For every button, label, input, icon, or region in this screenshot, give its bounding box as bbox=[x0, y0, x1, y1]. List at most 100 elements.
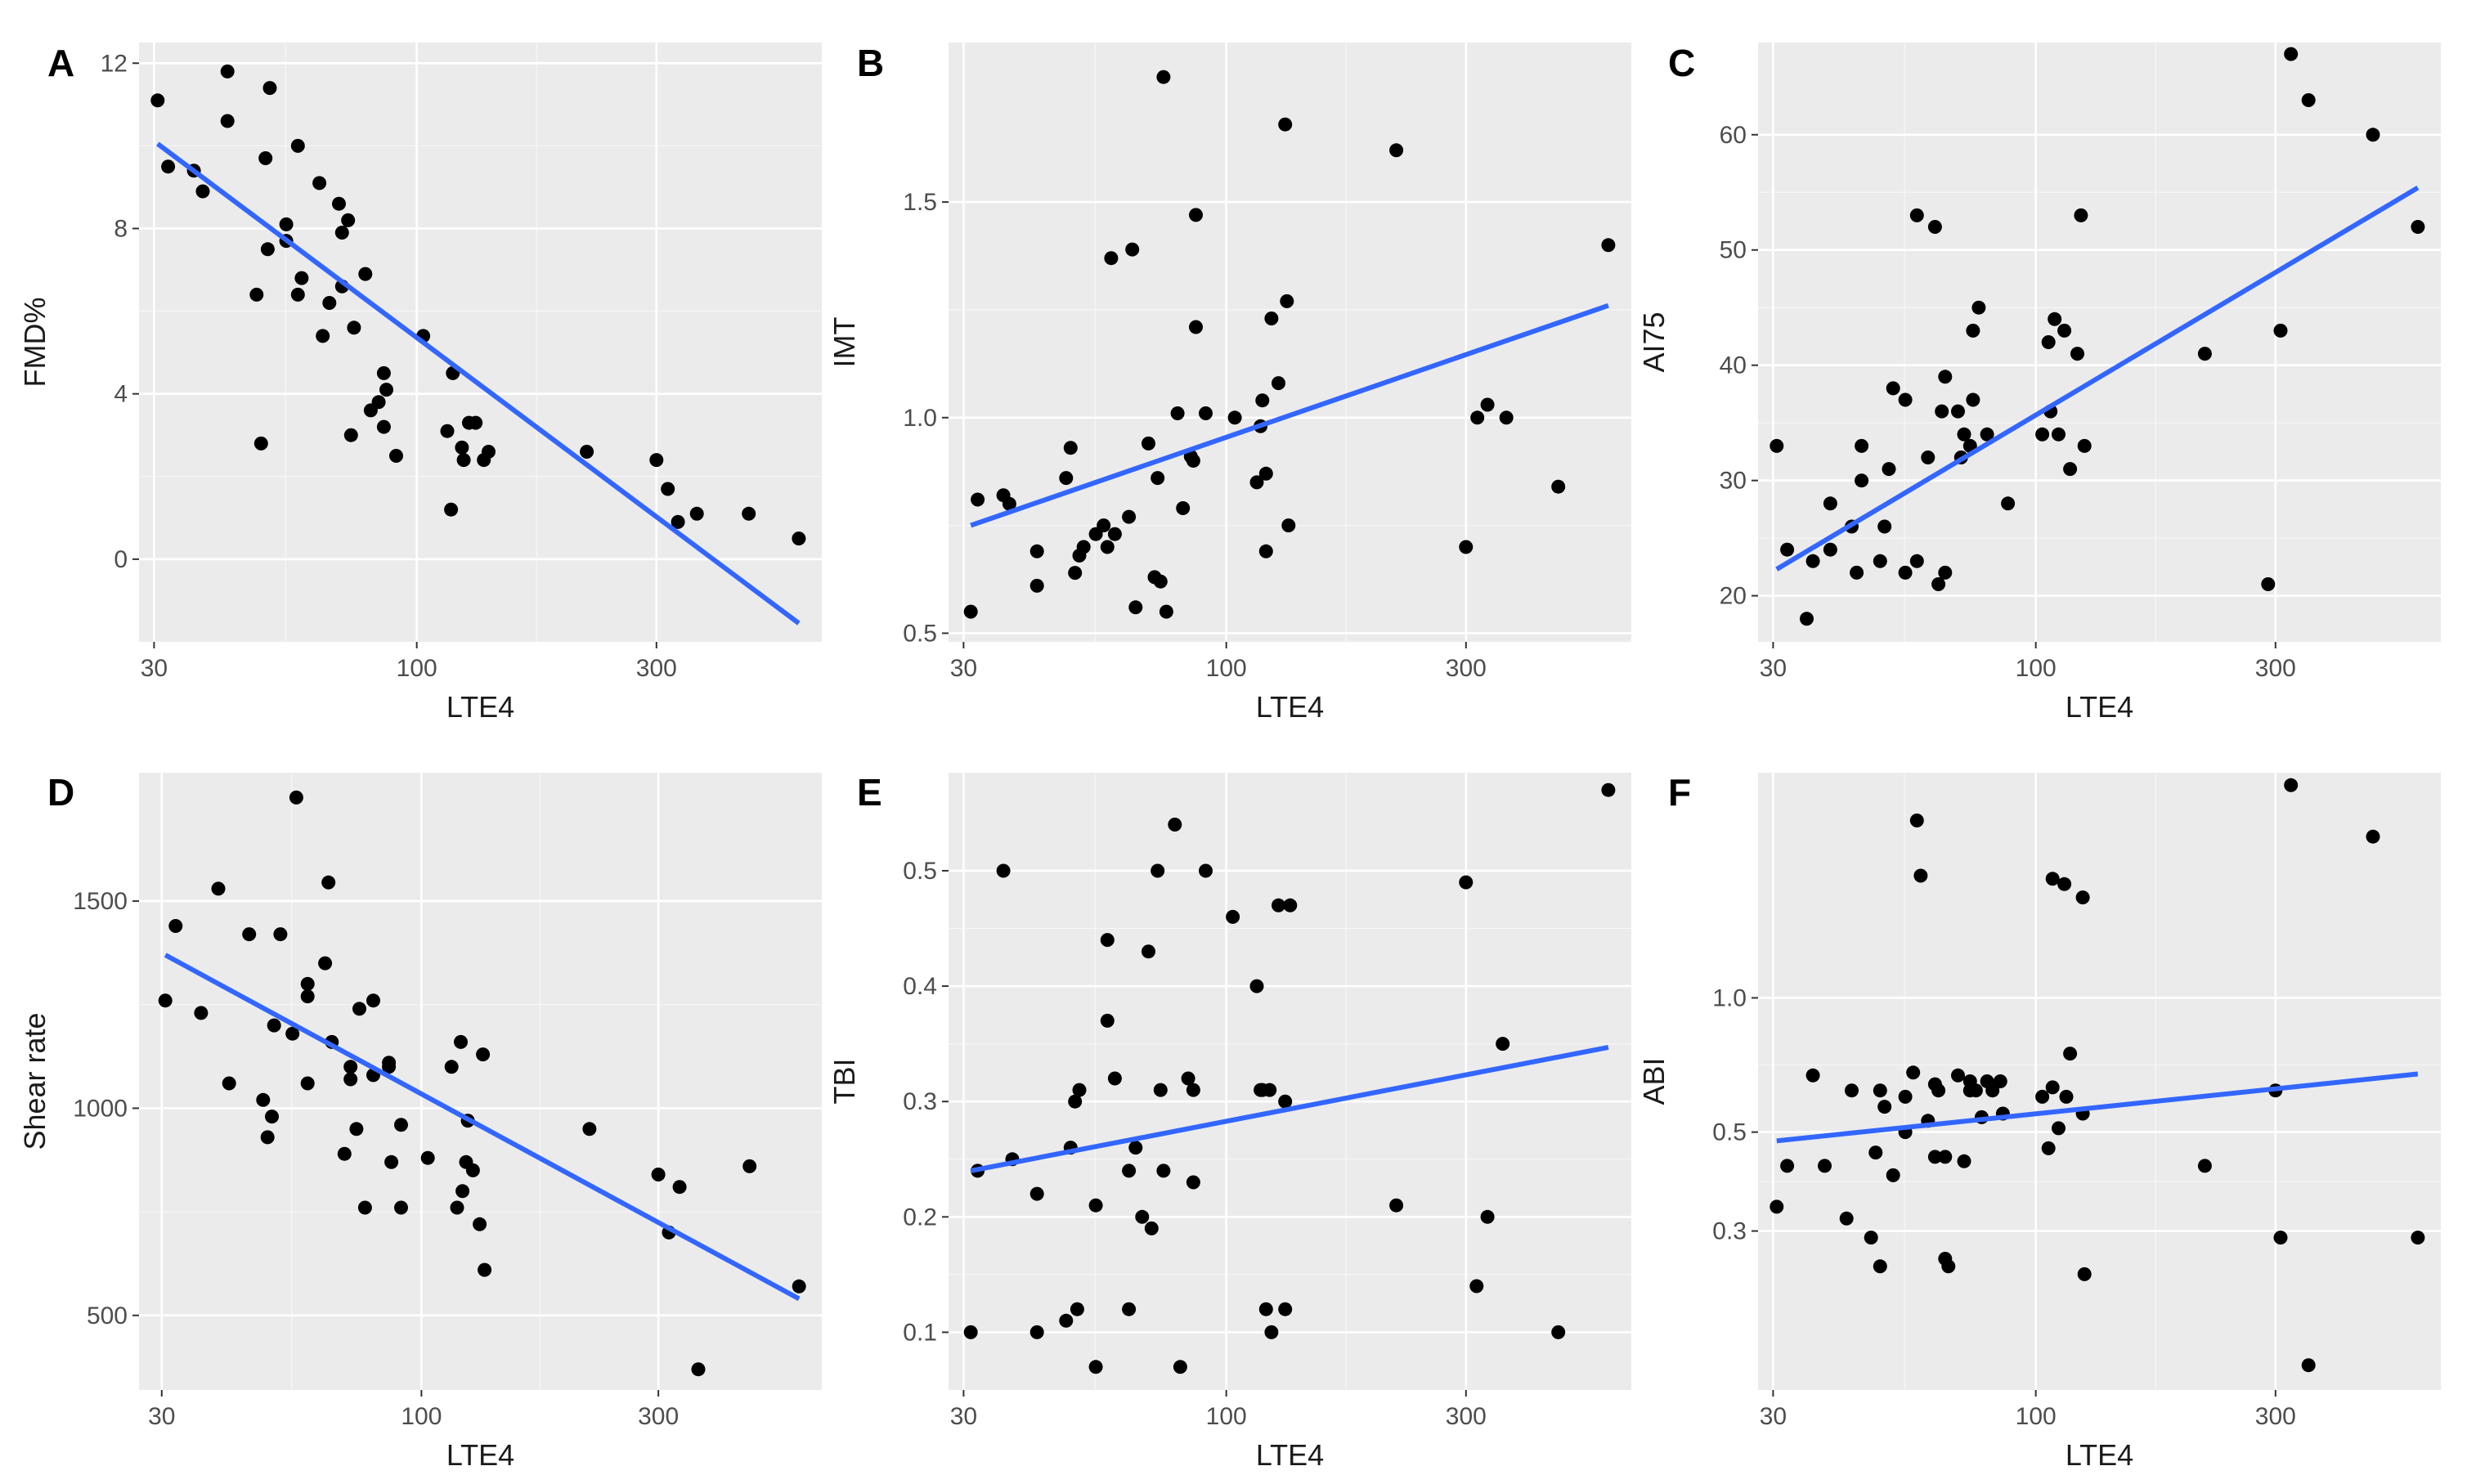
data-point bbox=[389, 449, 403, 463]
data-point bbox=[963, 604, 978, 619]
data-point bbox=[1909, 814, 1924, 827]
y-tick-label: 12 bbox=[101, 50, 128, 77]
data-point bbox=[2045, 872, 2060, 886]
data-point bbox=[1151, 471, 1165, 486]
data-point bbox=[1601, 782, 1616, 797]
data-point bbox=[1877, 1100, 1892, 1114]
data-point bbox=[478, 1262, 492, 1277]
data-point bbox=[1480, 397, 1495, 412]
data-point bbox=[1898, 1089, 1913, 1104]
data-point bbox=[1100, 933, 1115, 948]
data-point bbox=[2057, 877, 2072, 891]
data-point bbox=[440, 424, 455, 438]
data-point bbox=[358, 267, 373, 281]
x-axis-label: LTE4 bbox=[446, 1438, 514, 1472]
data-point bbox=[1199, 863, 1213, 878]
data-layer bbox=[963, 782, 1616, 1374]
data-point bbox=[1971, 300, 1986, 315]
y-tick-label: 0.5 bbox=[1712, 1119, 1747, 1146]
data-point bbox=[651, 1168, 666, 1181]
plot-panel-background bbox=[139, 773, 822, 1390]
data-point bbox=[1898, 565, 1913, 580]
data-point bbox=[300, 989, 315, 1004]
data-point bbox=[2001, 496, 2016, 511]
data-point bbox=[465, 1163, 480, 1177]
data-point bbox=[1059, 1313, 1074, 1328]
data-point bbox=[1931, 577, 1946, 591]
panel-c: 30 100 300 20 30 40 50 60 LTE4 AI75 C bbox=[1637, 42, 2441, 724]
x-tick-label: 300 bbox=[638, 1403, 679, 1430]
x-tick-label: 300 bbox=[2255, 655, 2296, 682]
data-layer bbox=[158, 790, 806, 1377]
data-point bbox=[1927, 220, 1942, 234]
data-point bbox=[1068, 1094, 1083, 1109]
data-point bbox=[450, 1200, 464, 1215]
data-point bbox=[1283, 898, 1298, 912]
data-point bbox=[2273, 1231, 2288, 1245]
data-point bbox=[366, 993, 380, 1008]
panel-d: 30 100 300 500 1000 1500 LTE4 Shear rate D bbox=[18, 771, 822, 1472]
data-point bbox=[1499, 410, 1514, 425]
data-point bbox=[194, 1006, 209, 1020]
data-point bbox=[1780, 542, 1795, 557]
data-point bbox=[1770, 438, 1784, 453]
data-point bbox=[1263, 1083, 1277, 1097]
x-tick-label: 100 bbox=[397, 655, 437, 682]
data-point bbox=[1805, 1068, 1820, 1083]
data-point bbox=[1125, 242, 1140, 257]
data-point bbox=[742, 506, 756, 521]
y-tick-label: 60 bbox=[1720, 122, 1747, 149]
data-point bbox=[1278, 117, 1293, 132]
data-point bbox=[2261, 577, 2276, 591]
data-point bbox=[260, 242, 275, 257]
data-point bbox=[2301, 1358, 2316, 1373]
data-point bbox=[1818, 1159, 1832, 1173]
x-tick-label: 100 bbox=[1206, 655, 1247, 682]
data-point bbox=[1823, 496, 1837, 511]
data-point bbox=[1264, 312, 1279, 325]
y-tick-label: 40 bbox=[1720, 352, 1747, 379]
data-point bbox=[1601, 238, 1616, 253]
y-tick-label: 0.4 bbox=[903, 973, 937, 1000]
data-point bbox=[279, 217, 294, 231]
data-point bbox=[1168, 818, 1182, 832]
data-point bbox=[1227, 410, 1242, 425]
y-tick-label: 30 bbox=[1720, 468, 1747, 495]
data-point bbox=[444, 502, 459, 517]
data-point bbox=[349, 1122, 364, 1137]
data-point bbox=[1873, 1259, 1887, 1274]
data-point bbox=[2048, 312, 2062, 326]
data-point bbox=[1941, 1259, 1956, 1274]
data-point bbox=[2070, 347, 2084, 361]
data-point bbox=[963, 1325, 978, 1339]
data-point bbox=[1072, 1083, 1087, 1097]
data-point bbox=[1278, 1094, 1293, 1109]
data-point bbox=[394, 1118, 408, 1132]
data-point bbox=[420, 1150, 435, 1165]
data-point bbox=[1029, 1325, 1044, 1339]
data-point bbox=[1469, 1279, 1484, 1293]
data-point bbox=[1186, 454, 1200, 468]
y-tick-label: 20 bbox=[1720, 583, 1747, 610]
data-point bbox=[1063, 441, 1078, 455]
data-point bbox=[158, 993, 173, 1008]
data-point bbox=[1181, 1071, 1195, 1086]
data-point bbox=[1957, 427, 1971, 442]
x-tick-label: 300 bbox=[636, 655, 677, 682]
data-point bbox=[1389, 1198, 1404, 1213]
y-tick-label: 0.1 bbox=[903, 1319, 937, 1346]
data-point bbox=[265, 1110, 279, 1124]
panel-letter: E bbox=[857, 771, 882, 814]
data-point bbox=[1264, 1325, 1279, 1339]
data-point bbox=[1855, 438, 1869, 453]
data-point bbox=[482, 445, 496, 459]
data-point bbox=[382, 1060, 397, 1074]
y-axis-label: Shear rate bbox=[18, 1012, 52, 1150]
data-point bbox=[384, 1154, 399, 1169]
data-point bbox=[1957, 1154, 1971, 1168]
data-point bbox=[476, 1047, 491, 1062]
data-point bbox=[1459, 540, 1473, 554]
data-point bbox=[1470, 410, 1485, 425]
y-axis-label: AI75 bbox=[1637, 312, 1671, 372]
data-layer bbox=[963, 69, 1616, 619]
